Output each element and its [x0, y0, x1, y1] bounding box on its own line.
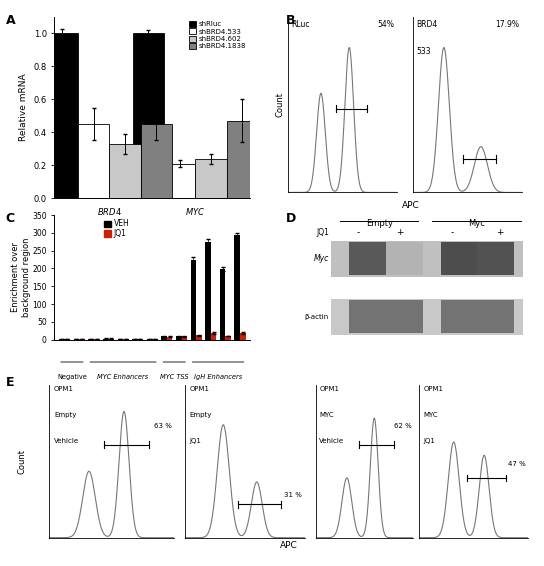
Bar — [195, 158, 227, 198]
Text: MYC: MYC — [319, 413, 334, 418]
Bar — [182, 336, 187, 340]
FancyBboxPatch shape — [349, 242, 386, 275]
Text: JQ1: JQ1 — [316, 228, 329, 237]
Text: +: + — [497, 228, 504, 237]
Bar — [140, 124, 172, 198]
Text: Empty: Empty — [366, 219, 393, 228]
FancyBboxPatch shape — [441, 300, 478, 333]
Bar — [162, 336, 167, 340]
Bar — [152, 339, 158, 340]
Text: Vehicle: Vehicle — [54, 439, 79, 444]
Text: Myc: Myc — [313, 255, 329, 263]
Bar — [132, 339, 138, 340]
Text: Vehicle: Vehicle — [319, 439, 344, 444]
Text: IgH Enhancers: IgH Enhancers — [194, 375, 242, 380]
Text: D: D — [286, 212, 296, 225]
Text: E: E — [5, 376, 14, 389]
Bar — [47, 33, 78, 198]
Text: OPM1: OPM1 — [423, 387, 443, 392]
Text: OPM1: OPM1 — [190, 387, 210, 392]
Text: RLuc: RLuc — [292, 20, 310, 29]
Text: BRD4: BRD4 — [417, 20, 438, 29]
FancyBboxPatch shape — [478, 242, 514, 275]
FancyBboxPatch shape — [349, 300, 386, 333]
Bar — [176, 336, 182, 340]
Bar — [133, 33, 164, 198]
Bar — [225, 336, 231, 340]
Bar — [211, 333, 217, 340]
Text: Negative: Negative — [57, 375, 87, 380]
Text: Myc: Myc — [468, 219, 485, 228]
Text: MYC: MYC — [423, 413, 438, 418]
Text: -: - — [357, 228, 360, 237]
Legend: VEH, JQ1: VEH, JQ1 — [101, 216, 132, 241]
Bar — [190, 260, 196, 340]
Bar — [205, 242, 211, 340]
Text: JQ1: JQ1 — [423, 439, 435, 444]
Text: MYC Enhancers: MYC Enhancers — [97, 375, 149, 380]
Bar — [118, 339, 123, 340]
Bar — [78, 124, 109, 198]
Text: A: A — [5, 14, 15, 27]
Y-axis label: Relative mRNA: Relative mRNA — [19, 74, 28, 142]
Bar — [227, 121, 258, 198]
FancyBboxPatch shape — [478, 300, 514, 333]
Text: APC: APC — [402, 201, 419, 210]
Text: Empty: Empty — [54, 413, 76, 418]
Text: β-actin: β-actin — [305, 314, 329, 320]
Bar — [88, 339, 94, 340]
Bar — [167, 337, 172, 340]
Bar — [196, 335, 202, 340]
Bar — [138, 339, 143, 340]
Y-axis label: Enrichment over
background region: Enrichment over background region — [11, 238, 31, 317]
Bar — [147, 339, 152, 340]
Text: MYC TSS: MYC TSS — [160, 375, 189, 380]
Text: 17.9%: 17.9% — [495, 20, 519, 29]
Text: OPM1: OPM1 — [54, 387, 74, 392]
Bar — [240, 333, 245, 340]
Text: Count: Count — [17, 449, 26, 474]
FancyBboxPatch shape — [386, 242, 423, 275]
Legend: shRluc, shBRD4.533, shBRD4.602, shBRD4.1838: shRluc, shBRD4.533, shBRD4.602, shBRD4.1… — [188, 20, 247, 50]
Text: 54%: 54% — [377, 20, 394, 29]
Bar — [109, 144, 140, 198]
Text: +: + — [396, 228, 404, 237]
Text: Count: Count — [276, 92, 285, 117]
Text: -: - — [450, 228, 454, 237]
Text: 62 %: 62 % — [394, 423, 411, 429]
Bar — [94, 339, 100, 340]
Text: C: C — [5, 212, 15, 225]
Text: 533: 533 — [417, 47, 431, 56]
Bar — [103, 338, 108, 340]
Bar — [108, 338, 114, 340]
Text: Region: Region — [60, 391, 83, 397]
FancyBboxPatch shape — [331, 241, 523, 277]
Text: Empty: Empty — [190, 413, 212, 418]
Bar — [123, 339, 128, 340]
Text: APC: APC — [280, 541, 297, 550]
Text: B: B — [286, 14, 295, 27]
Bar — [164, 164, 195, 198]
Bar — [220, 269, 225, 340]
FancyBboxPatch shape — [331, 299, 523, 335]
Text: JQ1: JQ1 — [190, 439, 202, 444]
FancyBboxPatch shape — [386, 300, 423, 333]
Text: 63 %: 63 % — [154, 423, 171, 429]
Bar — [234, 235, 240, 340]
Text: OPM1: OPM1 — [319, 387, 339, 392]
FancyBboxPatch shape — [441, 242, 478, 275]
Text: 31 %: 31 % — [285, 492, 302, 498]
Text: 47 %: 47 % — [508, 461, 526, 468]
